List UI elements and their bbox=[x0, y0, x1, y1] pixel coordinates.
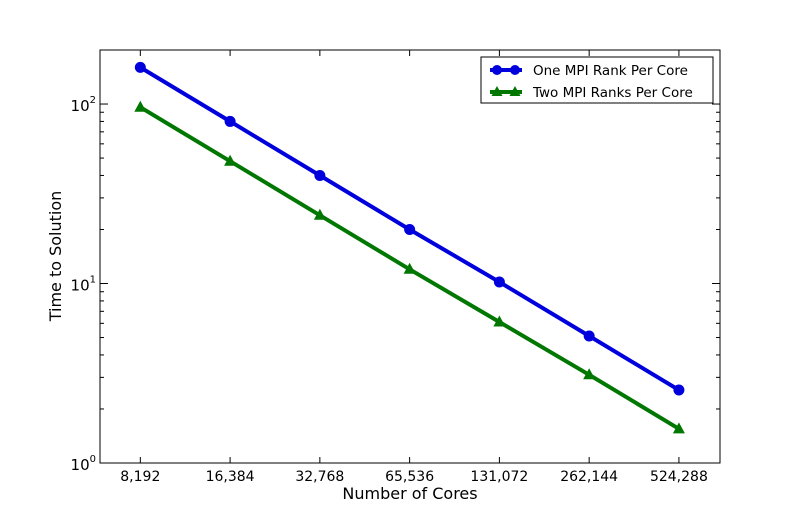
legend-entry-one-rank: One MPI Rank Per Core bbox=[490, 63, 688, 79]
y-tick-label: 101 bbox=[71, 275, 96, 295]
data-point-circle bbox=[493, 276, 505, 288]
series-layer bbox=[134, 61, 685, 434]
legend-entry-two-ranks: Two MPI Ranks Per Core bbox=[490, 85, 693, 101]
legend-label-one-rank: One MPI Rank Per Core bbox=[533, 63, 688, 79]
x-axis-label: Number of Cores bbox=[342, 484, 477, 503]
plot-area bbox=[99, 49, 721, 464]
data-point-circle bbox=[314, 169, 326, 181]
y-axis-ticks: 100 101 102 bbox=[71, 49, 720, 474]
data-point-circle bbox=[134, 61, 146, 73]
data-point-triangle bbox=[224, 154, 237, 166]
x-tick-label: 65,536 bbox=[385, 469, 434, 485]
legend-marker-triangle-icon bbox=[509, 86, 521, 96]
x-tick-label: 524,288 bbox=[650, 469, 708, 485]
data-point-circle bbox=[583, 330, 595, 342]
data-point-triangle bbox=[403, 262, 416, 274]
y-axis-label: Time to Solution bbox=[46, 191, 65, 323]
x-tick-label: 262,144 bbox=[560, 469, 618, 485]
legend-marker-triangle-icon bbox=[491, 86, 503, 96]
legend-marker-circle-icon bbox=[492, 65, 502, 75]
legend-label-two-ranks: Two MPI Ranks Per Core bbox=[532, 85, 693, 101]
data-point-triangle bbox=[672, 422, 685, 434]
data-point-triangle bbox=[583, 368, 596, 380]
data-point-triangle bbox=[134, 100, 147, 112]
legend-marker-circle-icon bbox=[510, 65, 520, 75]
y-tick-label: 100 bbox=[71, 454, 96, 474]
x-tick-label: 8,192 bbox=[120, 469, 160, 485]
data-point-triangle bbox=[493, 315, 506, 327]
data-point-circle bbox=[673, 384, 685, 396]
x-tick-label: 32,768 bbox=[295, 469, 344, 485]
legend: One MPI Rank Per Core Two MPI Ranks Per … bbox=[480, 56, 714, 104]
data-point-triangle bbox=[313, 208, 326, 220]
x-tick-label: 131,072 bbox=[470, 469, 528, 485]
x-tick-label: 16,384 bbox=[206, 469, 255, 485]
data-point-circle bbox=[224, 115, 236, 127]
y-tick-label: 102 bbox=[71, 95, 96, 115]
data-point-circle bbox=[404, 223, 416, 235]
x-axis-ticks: 8,192 16,384 32,768 65,536 131,072 262,144 524… bbox=[120, 50, 708, 485]
